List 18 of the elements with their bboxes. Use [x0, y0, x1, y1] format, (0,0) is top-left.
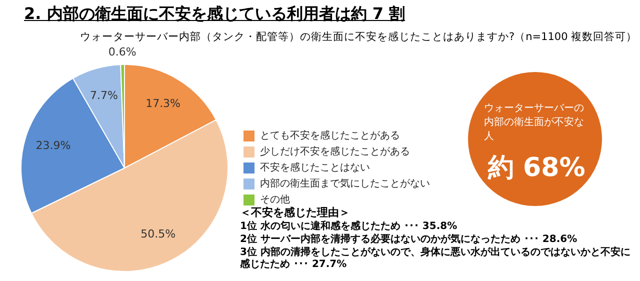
data-label: 7.7% — [90, 89, 118, 102]
text: 3位 内部の清掃をしたことがないので、身体に悪い水が出ているのではないかと不安に感じたため ･･･ 27.7% — [240, 247, 632, 271]
legend-label: 不安を感じたことはない — [260, 162, 370, 174]
data-label: 0.6% — [108, 45, 136, 58]
text: 1位 水の匂いに違和感を感じたため ･･･ 35.8% — [240, 221, 458, 233]
text: 約 68% — [488, 152, 586, 185]
chart-title: 2. 内部の衛生面に不安を感じている利用者は約 7 割 — [24, 4, 406, 25]
text: 2位 サーバー内部を清掃する必要はないのかが気になったため ･･･ 28.6% — [240, 234, 578, 246]
text: ＜不安を感じた理由＞ — [240, 206, 351, 219]
chart-subtitle: ウォーターサーバー内部（タンク・配管等）の衛生面に不安を感じたことはありますか?（n=1100 複数回答可） — [80, 30, 638, 44]
data-label: 17.3% — [146, 97, 181, 110]
legend-label: とても不安を感じたことがある — [260, 130, 400, 142]
data-label: 50.5% — [140, 227, 176, 240]
text: ウォーターサーバーの内部の衛生面が不安な人 — [484, 102, 585, 144]
legend-label: 少しだけ不安を感じたことがある — [260, 146, 410, 158]
data-label: 23.9% — [36, 138, 71, 152]
legend-label: 内部の衛生面まで気にしたことがない — [260, 178, 430, 190]
legend-label: その他 — [260, 194, 290, 206]
